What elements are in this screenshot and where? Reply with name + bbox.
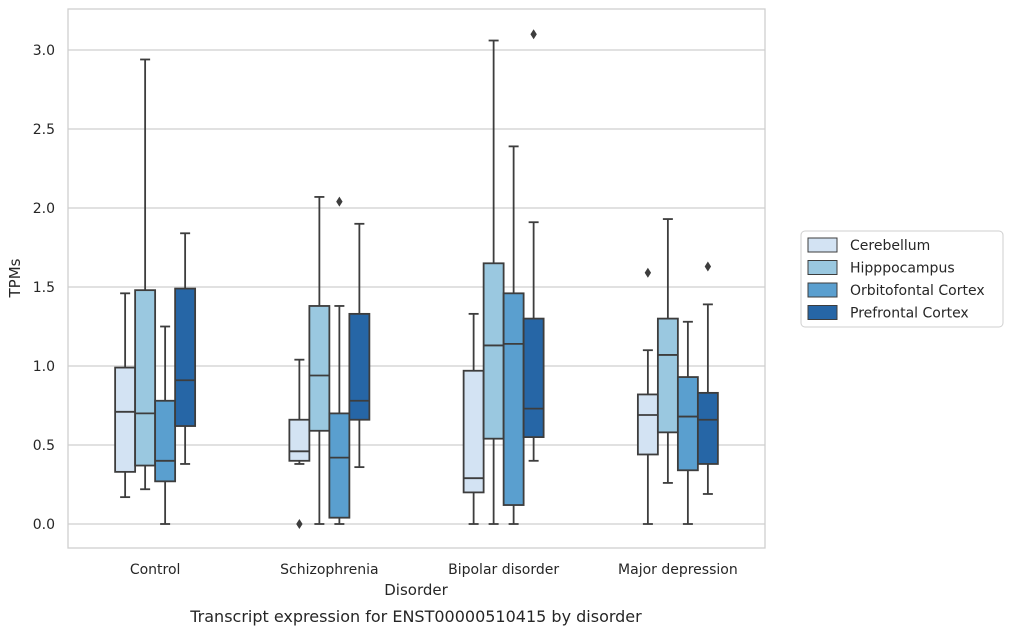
box [676,320,699,525]
box-body [676,376,699,472]
box [174,232,197,465]
box [502,145,525,525]
box [522,29,545,462]
legend-swatch [807,237,838,253]
x-tick-labels: Control Schizophrenia Bipolar disorder Majo… [130,562,738,578]
box-body [482,262,505,440]
legend-swatch [807,282,838,298]
box [462,312,485,525]
plot-frame [67,8,766,549]
box-body [522,317,545,439]
legend-label: Cerebellum [850,238,930,254]
x-tick-label: Bipolar disorder [448,562,559,578]
box-body [134,289,157,467]
y-tick-label: 2.0 [33,201,55,217]
box-body [308,305,331,432]
y-tick-label: 1.5 [33,280,55,296]
box [636,267,659,525]
box-body [174,287,197,427]
legend-label: Prefrontal Cortex [850,306,969,322]
y-axis-title: TPMs [6,258,24,298]
outlier-point [704,261,712,272]
series-hipppocampus [134,39,679,525]
series-cerebellum [114,267,659,529]
box [348,222,371,469]
outlier-point [296,519,303,529]
y-tick-label: 0.0 [33,517,55,533]
y-tick-label: 3.0 [33,43,55,59]
outlier-point [336,196,343,207]
legend-label: Orbitofontal Cortex [850,283,985,299]
box-body [288,418,311,462]
box [482,39,505,525]
legend: Cerebellum Hipppocampus Orbitofontal Corte… [800,230,1004,328]
series-prefrontal-cortex [174,29,719,495]
y-tick-labels: 0.0 0.5 1.0 1.5 2.0 2.5 3.0 [33,43,55,533]
box [288,358,311,529]
box [328,196,351,525]
box-series [114,29,719,529]
legend-swatch [807,260,838,275]
x-axis-title: Disorder [384,581,448,599]
x-tick-label: Major depression [618,562,738,578]
x-tick-label: Schizophrenia [280,562,378,578]
box-body [696,391,719,465]
box [114,292,137,499]
box-body [328,412,351,519]
legend-frame [800,230,1004,328]
legend-swatch [807,305,838,320]
box-body [656,317,679,434]
box-body [114,366,137,473]
box-body [154,399,177,483]
box [154,325,177,525]
y-tick-label: 2.5 [33,122,55,138]
box-body [462,369,485,494]
outlier-point [644,267,652,278]
box-body [636,393,659,456]
series-orbitofontal-cortex [154,145,699,525]
outlier-point [530,29,537,40]
legend-label: Hipppocampus [850,261,955,277]
box [656,218,679,484]
box-body [502,292,525,506]
box [696,261,719,495]
y-tick-label: 1.0 [33,359,55,375]
y-tick-label: 0.5 [33,438,55,454]
box [308,196,331,525]
box [134,58,157,491]
box-body [348,312,371,421]
chart-caption: Transcript expression for ENST0000051041… [189,607,642,626]
x-tick-label: Control [130,562,181,578]
